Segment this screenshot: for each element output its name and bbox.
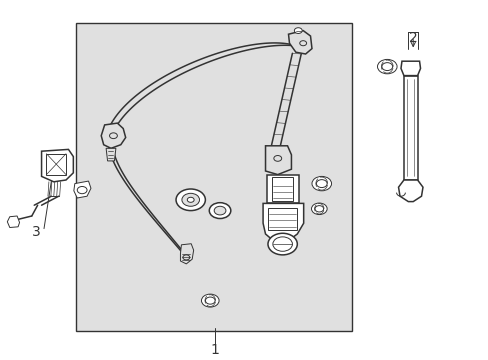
Circle shape bbox=[294, 28, 302, 33]
Bar bbox=[46, 154, 66, 175]
Circle shape bbox=[314, 206, 323, 212]
Circle shape bbox=[267, 233, 297, 255]
Circle shape bbox=[381, 63, 392, 71]
Polygon shape bbox=[265, 146, 291, 175]
Circle shape bbox=[109, 133, 117, 139]
Bar bbox=[266, 175, 298, 203]
Circle shape bbox=[183, 255, 189, 260]
Text: 1: 1 bbox=[210, 343, 219, 357]
Bar bbox=[76, 23, 351, 331]
Circle shape bbox=[316, 180, 326, 188]
Polygon shape bbox=[101, 123, 125, 148]
Circle shape bbox=[311, 176, 331, 191]
Text: 3: 3 bbox=[32, 225, 41, 239]
Polygon shape bbox=[288, 31, 311, 54]
Circle shape bbox=[272, 237, 292, 251]
Polygon shape bbox=[398, 180, 422, 202]
Circle shape bbox=[182, 193, 199, 206]
Circle shape bbox=[273, 156, 281, 161]
Circle shape bbox=[214, 206, 225, 215]
Polygon shape bbox=[400, 61, 420, 76]
Circle shape bbox=[187, 197, 194, 202]
Polygon shape bbox=[263, 203, 303, 239]
Circle shape bbox=[77, 186, 87, 194]
Circle shape bbox=[205, 297, 215, 304]
Text: 2: 2 bbox=[408, 31, 417, 45]
Circle shape bbox=[209, 203, 230, 219]
Polygon shape bbox=[7, 216, 20, 228]
Polygon shape bbox=[106, 148, 116, 161]
Circle shape bbox=[299, 41, 306, 46]
Circle shape bbox=[377, 59, 396, 74]
Circle shape bbox=[311, 203, 326, 215]
Circle shape bbox=[176, 189, 205, 211]
Bar bbox=[267, 208, 297, 230]
Bar bbox=[271, 177, 293, 201]
Polygon shape bbox=[74, 181, 91, 198]
Polygon shape bbox=[41, 149, 73, 182]
Circle shape bbox=[201, 294, 219, 307]
Polygon shape bbox=[180, 244, 193, 264]
Bar bbox=[403, 76, 417, 180]
